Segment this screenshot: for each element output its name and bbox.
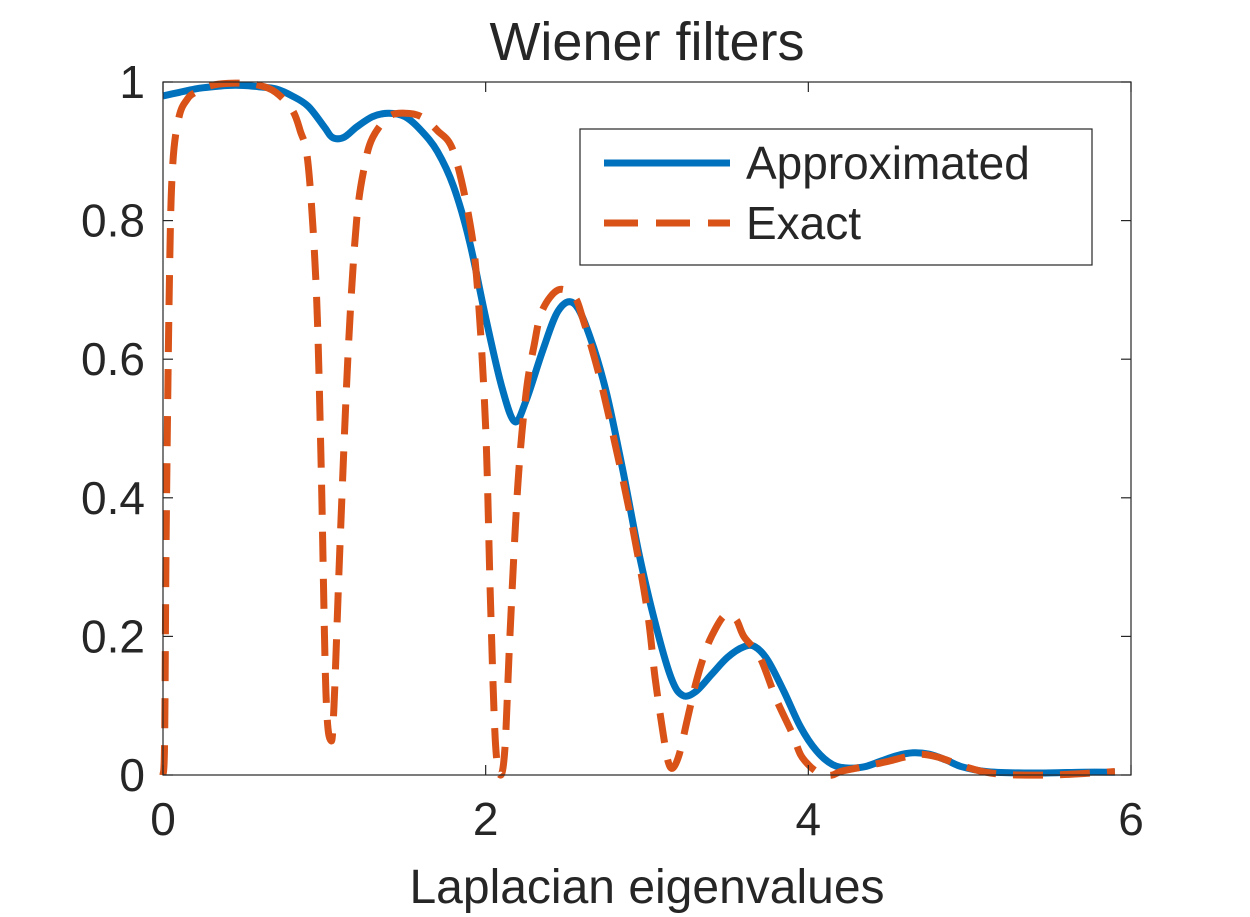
legend-label-approximated: Approximated [746, 137, 1030, 189]
legend-label-exact: Exact [746, 197, 861, 249]
y-tick-label: 0.4 [81, 472, 145, 524]
x-tick-label: 6 [1118, 793, 1144, 845]
x-tick-label: 2 [473, 793, 499, 845]
series-line-exact [159, 79, 1116, 779]
y-tick-label: 0.2 [81, 610, 145, 662]
legend-box [579, 128, 1093, 266]
x-axis-label: Laplacian eigenvalues [409, 861, 884, 914]
chart-title: Wiener filters [489, 12, 804, 72]
y-tick-label: 0 [119, 749, 145, 801]
x-tick-label: 4 [796, 793, 822, 845]
y-tick-label: 0.6 [81, 333, 145, 385]
series-layer [159, 79, 1116, 779]
y-tick-label: 1 [119, 56, 145, 108]
y-tick-label: 0.8 [81, 195, 145, 247]
x-tick-label: 0 [150, 793, 176, 845]
legend: Approximated Exact [579, 128, 1093, 266]
ticks-layer: 0 2 4 6 0 0.2 0.4 0.6 0.8 1 [81, 56, 1144, 845]
axes-box [162, 81, 1132, 776]
